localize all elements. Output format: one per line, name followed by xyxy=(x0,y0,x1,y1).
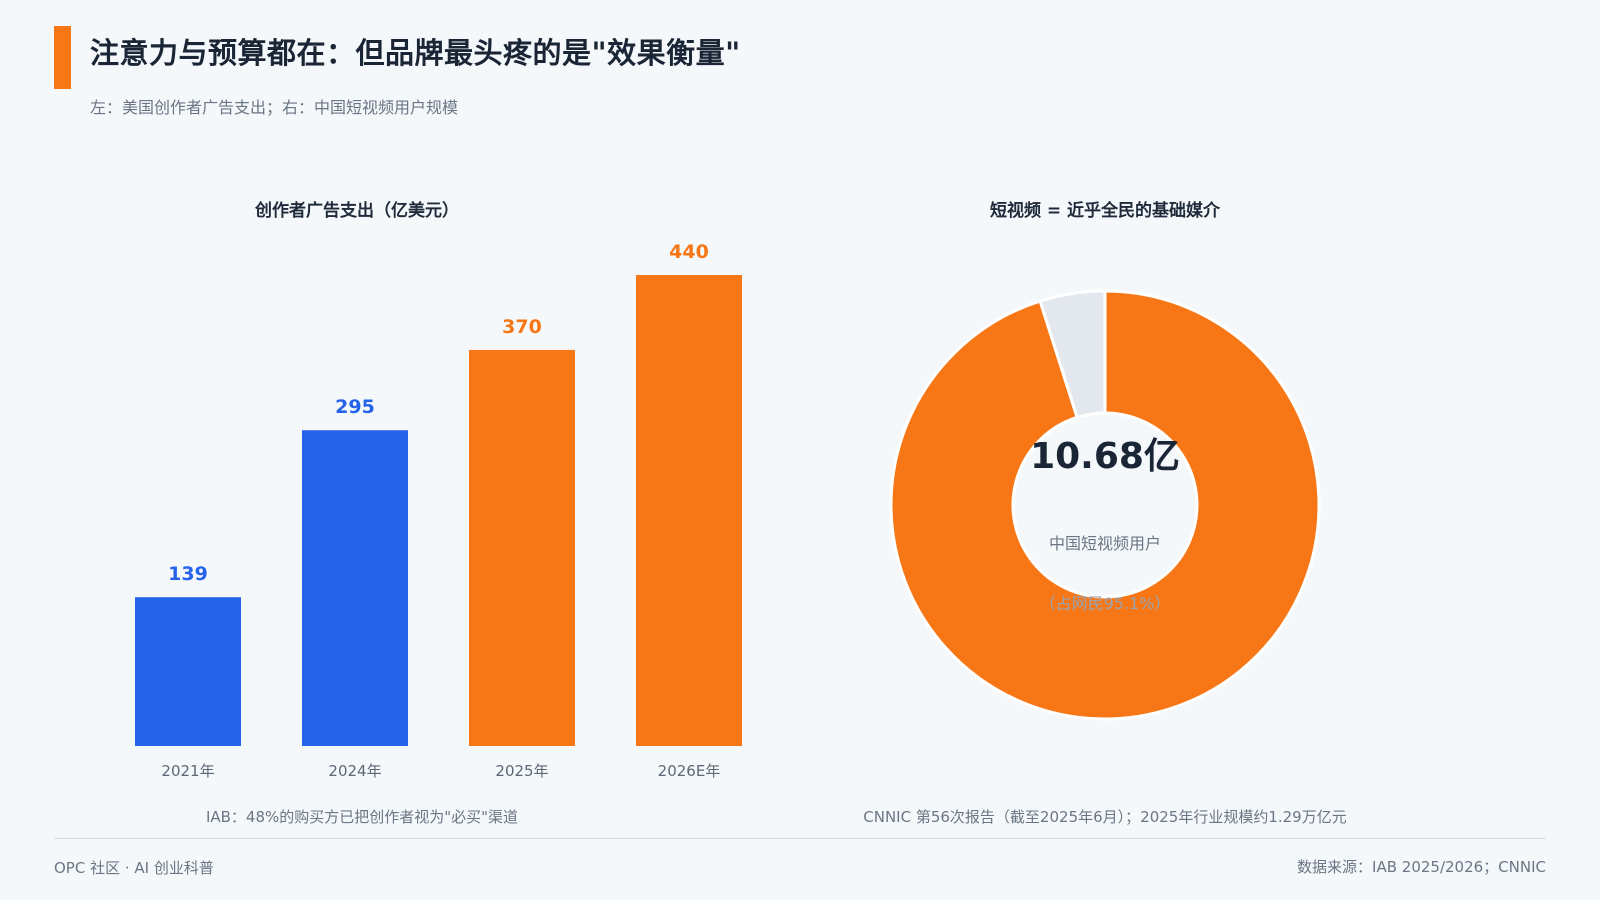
bar-chart-note: IAB：48%的购买方已把创作者视为"必买"渠道 xyxy=(205,808,519,826)
title-accent-bar xyxy=(54,26,71,89)
donut-center-sublabel: （占网民95.1%） xyxy=(1039,594,1171,613)
footer-divider xyxy=(54,838,1546,839)
bar-1 xyxy=(302,430,408,746)
bar-0 xyxy=(135,597,241,746)
bar-2 xyxy=(469,349,575,746)
donut-slice-0 xyxy=(889,289,1321,721)
bar-value-label-3: 440 xyxy=(669,241,709,263)
bar-category-label-1: 2024年 xyxy=(328,762,381,780)
donut-chart-note: CNNIC 第56次报告（截至2025年6月）；2025年行业规模约1.29万亿… xyxy=(863,808,1347,826)
page-title: 注意力与预算都在：但品牌最头疼的是"效果衡量" xyxy=(90,36,741,70)
bar-category-label-0: 2021年 xyxy=(161,762,214,780)
bar-3 xyxy=(636,275,742,746)
footer-source: 数据来源：IAB 2025/2026；CNNIC xyxy=(1297,858,1546,876)
bar-category-label-3: 2026E年 xyxy=(658,762,721,780)
footer-brand: OPC 社区 · AI 创业科普 xyxy=(54,859,214,877)
page-subtitle: 左：美国创作者广告支出；右：中国短视频用户规模 xyxy=(90,98,459,117)
donut-slice-1 xyxy=(1038,289,1107,420)
bar-value-label-0: 139 xyxy=(168,563,208,585)
bar-category-label-2: 2025年 xyxy=(495,762,548,780)
bar-value-label-1: 295 xyxy=(335,396,375,418)
donut-center-value: 10.68亿 xyxy=(1030,436,1180,477)
donut-chart-title: 短视频 = 近乎全民的基础媒介 xyxy=(989,201,1221,221)
donut-center-label: 中国短视频用户 xyxy=(1048,534,1162,553)
bar-value-label-2: 370 xyxy=(502,316,542,338)
bar-chart-title: 创作者广告支出（亿美元） xyxy=(255,201,459,221)
